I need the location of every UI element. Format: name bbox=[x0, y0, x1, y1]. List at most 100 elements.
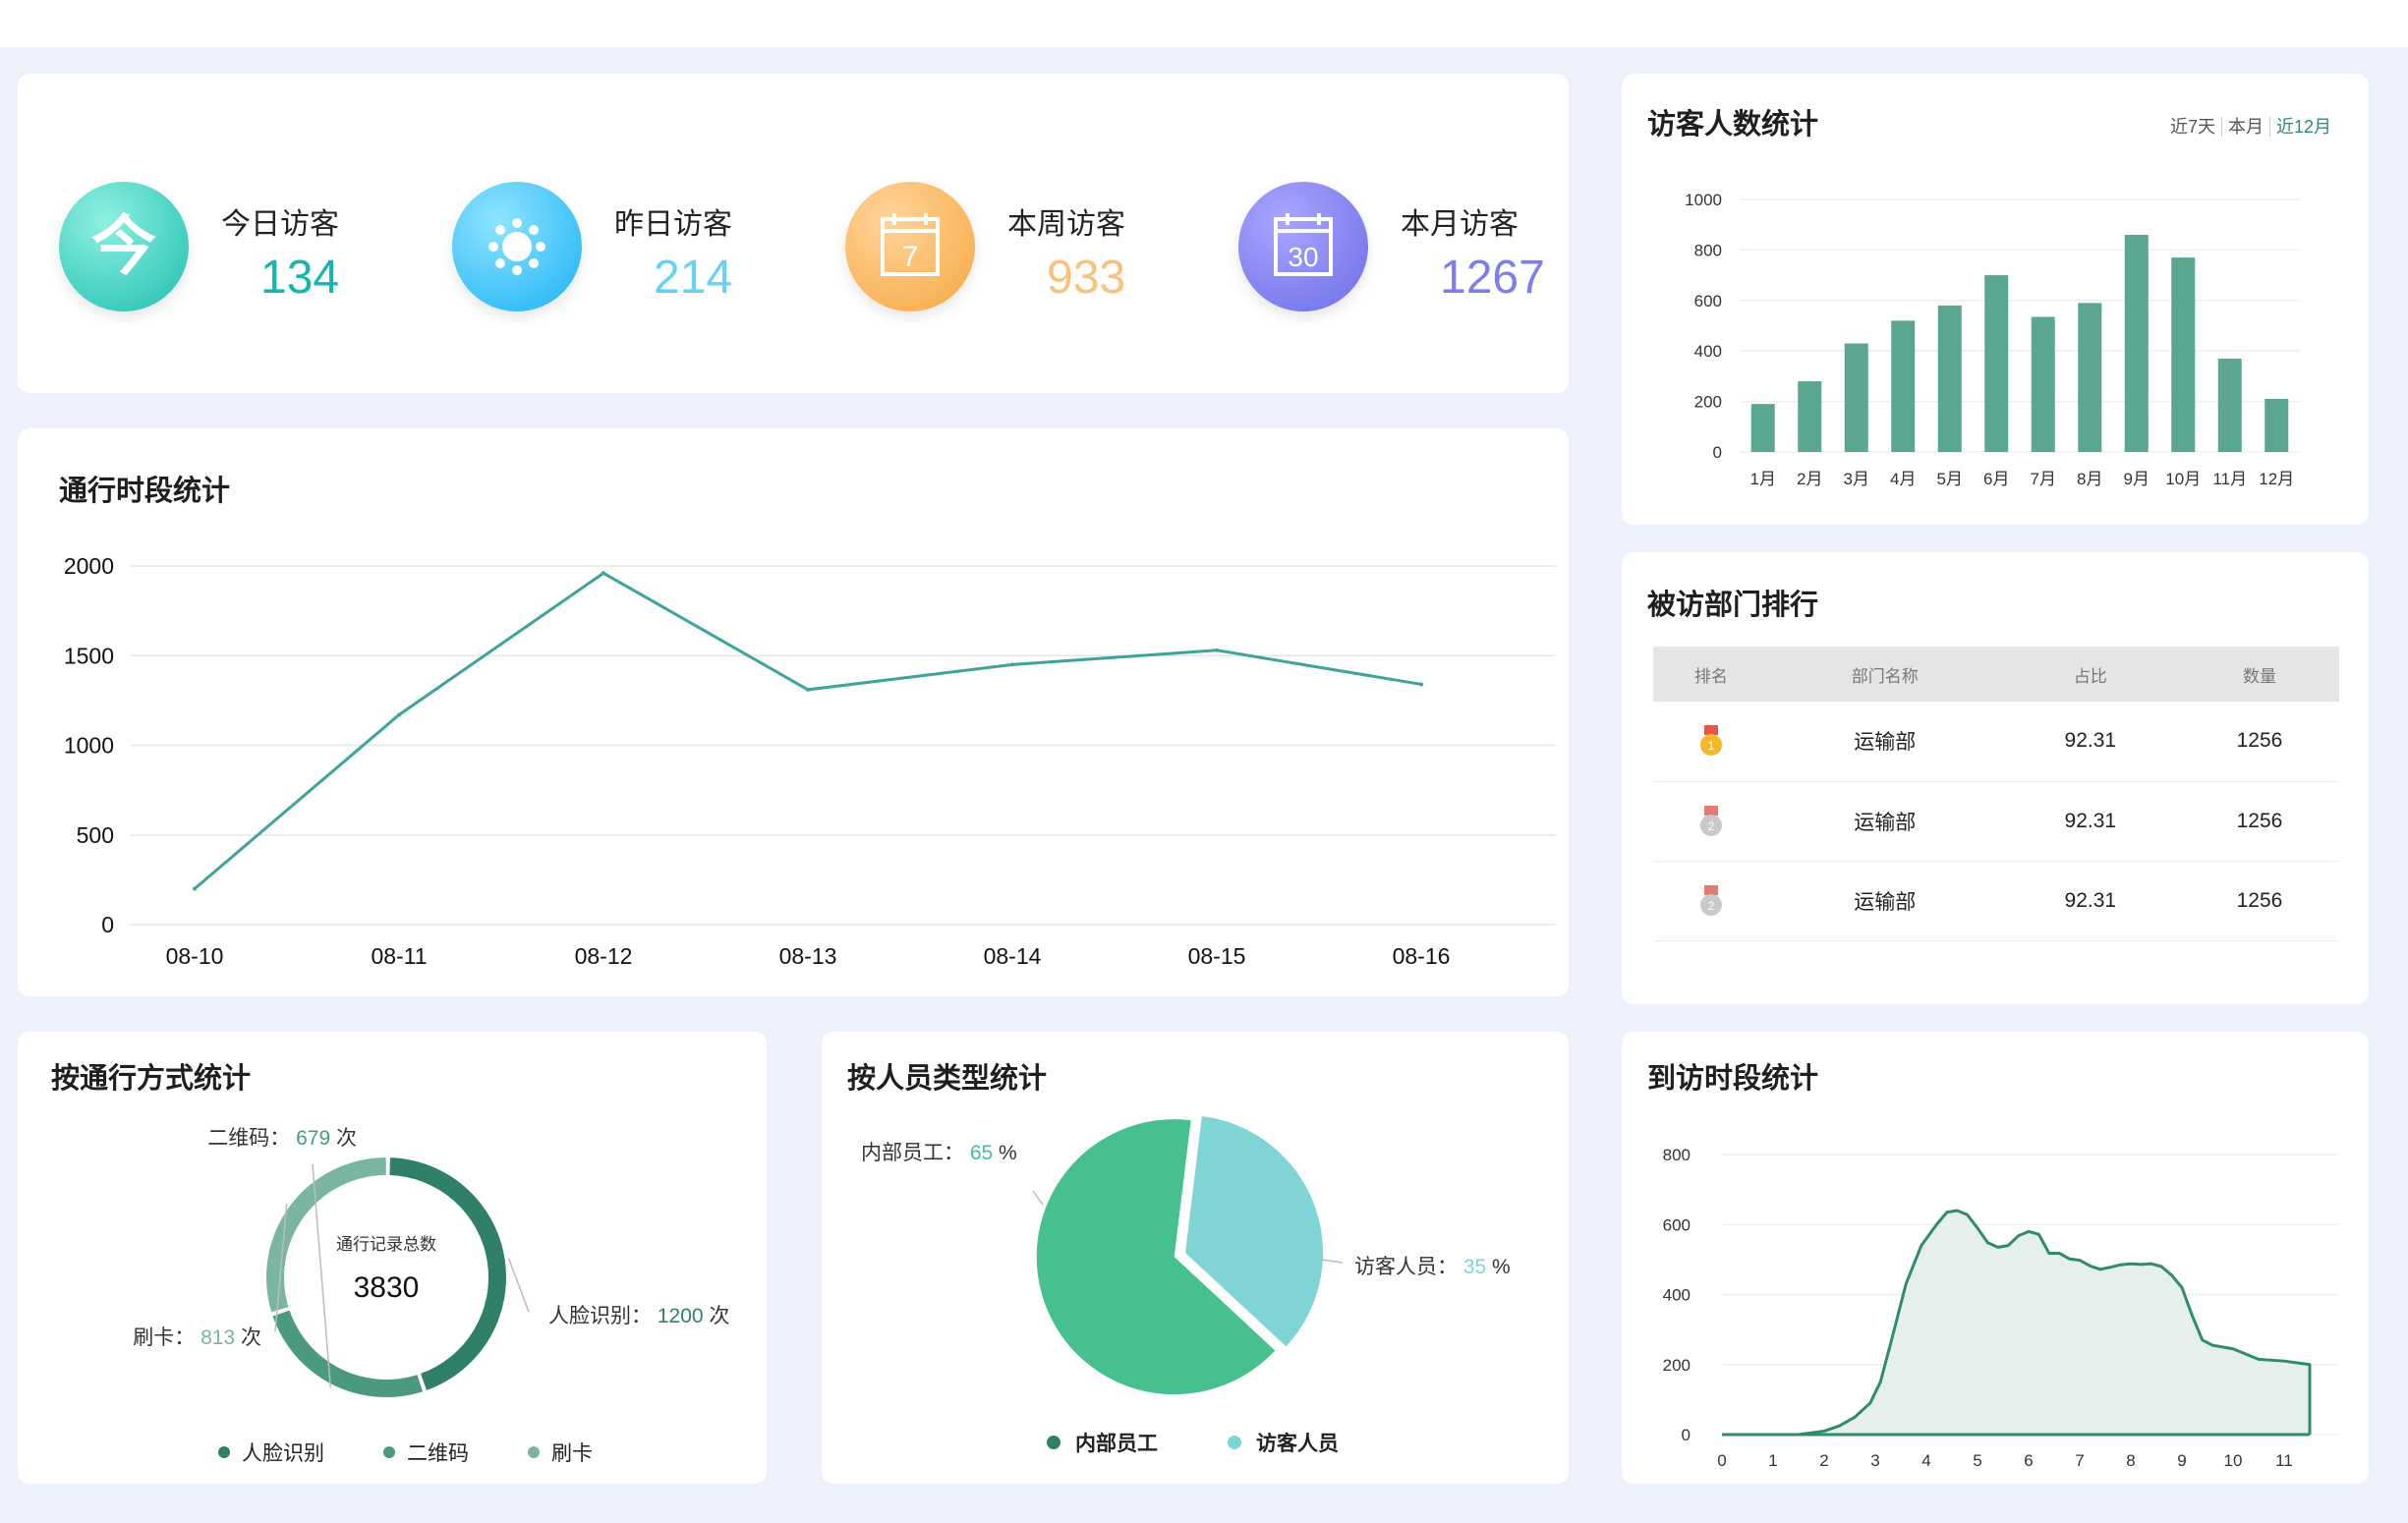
donut-slice[interactable] bbox=[389, 1157, 506, 1390]
x-tick-label: 8 bbox=[2126, 1451, 2135, 1470]
card-title: 访客人数统计 bbox=[1647, 109, 1819, 141]
bar[interactable] bbox=[1750, 404, 1775, 452]
bar[interactable] bbox=[2124, 234, 2149, 452]
label-line bbox=[274, 1203, 288, 1332]
x-tick-label: 2月 bbox=[1797, 470, 1822, 488]
bar[interactable] bbox=[2217, 358, 2242, 452]
legend-label[interactable]: 访客人员 bbox=[1256, 1432, 1339, 1455]
x-tick-label: 08-12 bbox=[575, 943, 633, 969]
label-line bbox=[1321, 1259, 1344, 1264]
bar[interactable] bbox=[1937, 305, 1962, 452]
top-bar bbox=[0, 0, 2408, 47]
silver-medal-icon: 2 bbox=[1699, 884, 1722, 916]
data-point[interactable] bbox=[397, 712, 401, 717]
data-point[interactable] bbox=[193, 886, 197, 891]
bar[interactable] bbox=[1891, 320, 1916, 452]
stats-card: 今 今日访客 134 昨日访客 214 bbox=[18, 74, 1569, 393]
y-tick-label: 1500 bbox=[64, 643, 114, 668]
dept-name: 运输部 bbox=[1768, 702, 2001, 782]
slice-label: 二维码： 679 次 bbox=[207, 1127, 357, 1150]
bar[interactable] bbox=[1798, 381, 1822, 452]
bar[interactable] bbox=[2078, 303, 2102, 452]
stat-yesterday[interactable]: 昨日访客 214 bbox=[452, 74, 776, 393]
x-tick-label: 8月 bbox=[2077, 470, 2102, 488]
donut-slice[interactable] bbox=[272, 1310, 424, 1397]
area-line[interactable] bbox=[1722, 1209, 2312, 1437]
stat-label: 本周访客 bbox=[1007, 208, 1125, 241]
svg-text:1: 1 bbox=[1708, 739, 1715, 753]
label-line bbox=[507, 1258, 530, 1313]
stat-label: 昨日访客 bbox=[614, 208, 732, 241]
tab-7days[interactable]: 近7天 bbox=[2169, 117, 2215, 137]
y-tick-label: 0 bbox=[101, 912, 114, 937]
dept-ratio: 92.31 bbox=[2000, 861, 2180, 941]
bar[interactable] bbox=[2171, 257, 2196, 452]
x-tick-label: 08-15 bbox=[1188, 943, 1246, 969]
pie-slice[interactable] bbox=[1036, 1119, 1276, 1395]
card-title: 按人员类型统计 bbox=[847, 1063, 1048, 1095]
stat-today[interactable]: 今 今日访客 134 bbox=[59, 74, 383, 393]
legend-label[interactable]: 二维码 bbox=[407, 1442, 469, 1465]
stat-value: 1267 bbox=[1440, 252, 1545, 304]
table-row[interactable]: 2 运输部 92.31 1256 bbox=[1653, 861, 2339, 941]
dept-name: 运输部 bbox=[1768, 861, 2001, 941]
y-tick-label: 600 bbox=[1694, 292, 1722, 310]
card-title: 通行时段统计 bbox=[59, 476, 231, 507]
x-tick-label: 11月 bbox=[2212, 470, 2247, 488]
legend-marker bbox=[1228, 1436, 1241, 1449]
table-row[interactable]: 1 运输部 92.31 1256 bbox=[1653, 702, 2339, 782]
center-value: 3830 bbox=[354, 1271, 420, 1304]
data-point[interactable] bbox=[1010, 662, 1014, 667]
x-tick-label: 6 bbox=[2024, 1451, 2033, 1470]
stat-value: 214 bbox=[654, 252, 733, 304]
card-title: 被访部门排行 bbox=[1647, 590, 1819, 621]
y-tick-label: 600 bbox=[1663, 1215, 1691, 1234]
bar[interactable] bbox=[1984, 275, 2009, 452]
x-tick-label: 5月 bbox=[1937, 470, 1963, 488]
x-tick-label: 9 bbox=[2177, 1451, 2186, 1470]
dept-name: 运输部 bbox=[1768, 781, 2001, 862]
x-tick-label: 7 bbox=[2075, 1451, 2084, 1470]
calendar-month-icon: 30 bbox=[1238, 182, 1368, 311]
svg-text:今: 今 bbox=[91, 209, 156, 282]
y-tick-label: 0 bbox=[1682, 1426, 1691, 1444]
svg-text:7: 7 bbox=[902, 241, 919, 273]
legend-label[interactable]: 刷卡 bbox=[551, 1442, 593, 1465]
x-tick-label: 10月 bbox=[2165, 470, 2201, 488]
legend-marker bbox=[383, 1446, 395, 1458]
area-fill bbox=[1722, 1211, 2310, 1435]
header-count: 数量 bbox=[2179, 647, 2339, 702]
svg-text:2: 2 bbox=[1708, 819, 1715, 833]
donut-chart: 通行记录总数 3830 人脸识别： 1200 次 二维码： 679 次刷卡： 813 … bbox=[133, 1127, 729, 1465]
legend-label[interactable]: 内部员工 bbox=[1075, 1432, 1158, 1455]
tab-this-month[interactable]: 本月 bbox=[2220, 117, 2269, 137]
passage-method-card: 按通行方式统计 通行记录总数 3830 人脸识别： 1200 次 二维码： 679 次… bbox=[18, 1032, 767, 1484]
stat-value: 134 bbox=[260, 252, 340, 304]
header-rank: 排名 bbox=[1653, 647, 1769, 702]
line-series[interactable] bbox=[194, 571, 1422, 890]
stat-week[interactable]: 7 本周访客 933 bbox=[845, 74, 1170, 393]
x-tick-label: 3 bbox=[1870, 1451, 1879, 1470]
x-tick-label: 2 bbox=[1819, 1451, 1828, 1470]
legend-label[interactable]: 人脸识别 bbox=[242, 1442, 324, 1465]
bar[interactable] bbox=[2265, 399, 2289, 452]
stat-month[interactable]: 30 本月访客 1267 bbox=[1238, 74, 1563, 393]
x-tick-label: 08-11 bbox=[371, 943, 427, 969]
x-tick-label: 9月 bbox=[2124, 470, 2150, 488]
stat-label: 本月访客 bbox=[1401, 208, 1519, 241]
dept-count: 1256 bbox=[2179, 781, 2339, 862]
data-point[interactable] bbox=[602, 571, 605, 576]
x-tick-label: 4 bbox=[1921, 1451, 1930, 1470]
tab-12months[interactable]: 近12月 bbox=[2268, 117, 2337, 137]
table-row[interactable]: 2 运输部 92.31 1256 bbox=[1653, 781, 2339, 862]
svg-text:30: 30 bbox=[1288, 242, 1318, 272]
data-point[interactable] bbox=[1215, 648, 1219, 652]
x-tick-label: 10 bbox=[2224, 1451, 2243, 1470]
slice-label: 内部员工： 65 % bbox=[861, 1142, 1017, 1164]
dept-ratio: 92.31 bbox=[2000, 702, 2180, 782]
pie-slice[interactable] bbox=[1185, 1116, 1323, 1347]
bar[interactable] bbox=[1844, 343, 1868, 452]
data-point[interactable] bbox=[1419, 682, 1423, 687]
data-point[interactable] bbox=[806, 687, 810, 692]
bar[interactable] bbox=[2031, 316, 2055, 452]
